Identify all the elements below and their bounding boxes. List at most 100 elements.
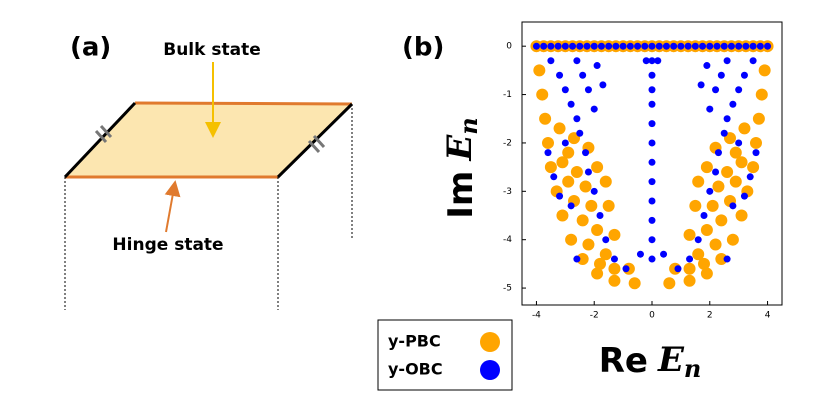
point — [648, 216, 656, 224]
point — [648, 120, 656, 128]
point — [755, 88, 768, 101]
point — [729, 146, 742, 159]
point — [738, 122, 751, 135]
point — [720, 129, 728, 137]
x-tick-label: 2 — [707, 311, 713, 321]
point — [570, 165, 583, 178]
point — [655, 42, 663, 50]
point — [612, 42, 620, 50]
point — [567, 100, 575, 108]
point — [648, 57, 656, 65]
point — [756, 42, 764, 50]
point — [712, 168, 720, 176]
point — [752, 112, 765, 125]
point — [636, 250, 644, 258]
point — [599, 175, 612, 188]
label-symbol: E — [440, 134, 480, 162]
point — [573, 255, 581, 263]
point — [717, 71, 725, 79]
point — [727, 42, 735, 50]
point — [605, 42, 613, 50]
point — [536, 88, 549, 101]
point — [573, 57, 581, 65]
point — [700, 161, 713, 174]
point — [683, 262, 696, 275]
point — [660, 250, 668, 258]
point — [556, 192, 564, 200]
point — [553, 122, 566, 135]
point — [602, 236, 610, 244]
point — [561, 139, 569, 147]
y-tick-label: -4 — [503, 235, 512, 245]
point — [697, 81, 705, 89]
point — [573, 115, 581, 123]
point — [691, 42, 699, 50]
point — [562, 175, 575, 188]
x-tick-label: -4 — [532, 311, 541, 321]
hinge-edge — [134, 101, 353, 106]
point — [642, 57, 650, 65]
point — [539, 112, 552, 125]
point — [677, 42, 685, 50]
point — [576, 253, 589, 266]
point — [567, 202, 575, 210]
point — [729, 100, 737, 108]
point — [720, 42, 728, 50]
point — [562, 146, 575, 159]
panel-label: (b) — [402, 33, 444, 63]
point — [729, 202, 737, 210]
point — [610, 255, 618, 263]
point — [648, 71, 656, 79]
point — [648, 42, 656, 50]
point — [689, 199, 702, 212]
point — [683, 274, 696, 287]
point — [582, 149, 590, 157]
point — [532, 42, 540, 50]
point — [590, 105, 598, 113]
point — [585, 199, 598, 212]
panel-b: (b) — [402, 33, 444, 63]
point — [593, 62, 601, 70]
point — [706, 42, 714, 50]
point — [648, 139, 656, 147]
y-tick-label: -5 — [503, 284, 512, 294]
point — [547, 42, 555, 50]
x-tick-label: 0 — [649, 311, 655, 321]
point — [547, 57, 555, 65]
point — [742, 42, 750, 50]
point — [561, 42, 569, 50]
point — [703, 62, 711, 70]
point — [648, 236, 656, 244]
point — [698, 257, 710, 270]
point — [735, 209, 748, 222]
legend-swatch — [480, 332, 500, 352]
point — [622, 265, 630, 273]
point — [569, 42, 577, 50]
panel-a: (a) Bulk state Hinge state — [63, 33, 354, 310]
point — [749, 42, 757, 50]
point — [662, 42, 670, 50]
point — [634, 42, 642, 50]
point — [712, 86, 720, 94]
y-tick-label: -3 — [503, 187, 512, 197]
point — [597, 42, 605, 50]
point — [684, 42, 692, 50]
point — [715, 253, 728, 266]
point — [540, 42, 548, 50]
periodic-mark — [94, 124, 326, 154]
point — [735, 86, 743, 94]
point — [714, 149, 722, 157]
label-symbol: E — [657, 340, 685, 380]
point — [648, 158, 656, 166]
hinge-label: Hinge state — [112, 235, 223, 255]
point — [565, 233, 578, 246]
point — [599, 248, 612, 261]
arrow — [164, 180, 181, 233]
panel-label: (a) — [70, 33, 111, 63]
point — [576, 129, 584, 137]
point — [692, 248, 705, 261]
legend-label: y-OBC — [388, 360, 443, 379]
x-tick-label: -2 — [590, 311, 599, 321]
point — [648, 86, 656, 94]
